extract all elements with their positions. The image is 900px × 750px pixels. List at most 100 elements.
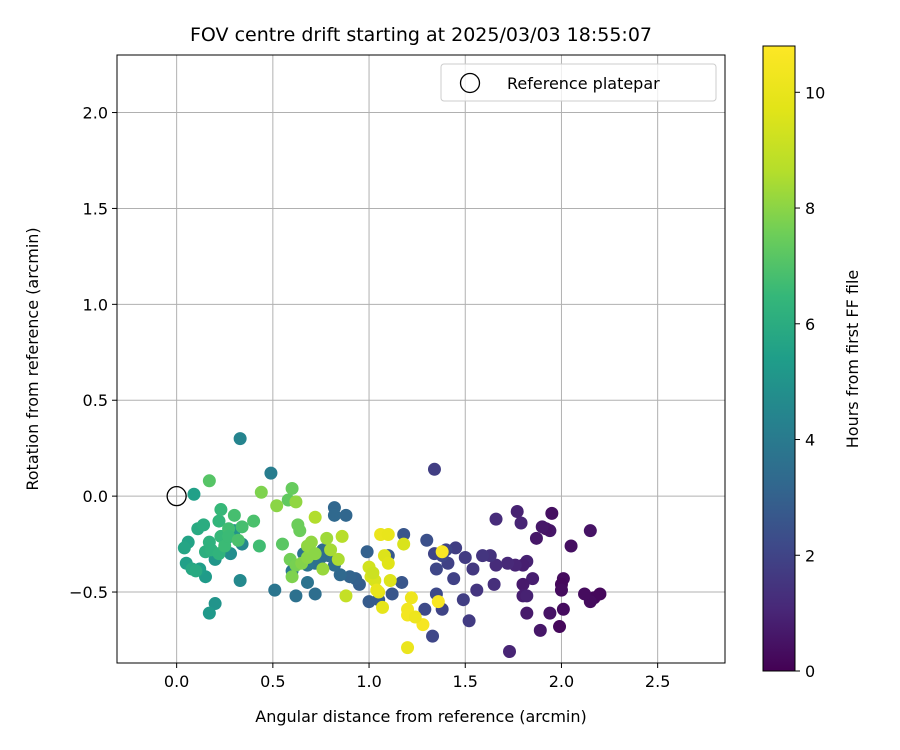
data-point (202, 474, 216, 488)
data-point (533, 623, 547, 637)
data-point (456, 593, 470, 607)
colorbar-tick-label: 10 (805, 83, 825, 102)
data-point (197, 518, 211, 532)
data-point (289, 589, 303, 603)
colorbar-gradient (762, 45, 796, 672)
colorbar: 0 2 4 6 8 10 Hours from first FF file (762, 45, 862, 681)
data-point (316, 562, 330, 576)
data-point (501, 556, 515, 570)
x-tick-label: 2.0 (549, 672, 574, 691)
data-point (520, 606, 534, 620)
y-tick-label: 1.0 (83, 295, 108, 314)
data-point (554, 583, 568, 597)
data-point (360, 545, 374, 559)
y-axis-ticks: −0.5 0.0 0.5 1.0 1.5 2.0 (69, 104, 117, 602)
data-point (435, 545, 449, 559)
data-point (202, 606, 216, 620)
y-tick-label: −0.5 (69, 583, 108, 602)
data-point (487, 577, 501, 591)
data-point (543, 606, 557, 620)
data-point (376, 600, 390, 614)
y-tick-label: 1.5 (83, 199, 108, 218)
data-point (556, 602, 570, 616)
data-point (275, 537, 289, 551)
data-point (529, 531, 543, 545)
data-point (227, 508, 241, 522)
data-point (401, 641, 415, 655)
colorbar-tick-label: 6 (805, 315, 815, 334)
data-point (462, 614, 476, 628)
y-axis-title: Rotation from reference (arcmin) (23, 227, 42, 490)
x-tick-label: 0.5 (260, 672, 285, 691)
data-point (466, 562, 480, 576)
colorbar-tick-label: 0 (805, 662, 815, 681)
data-point (578, 587, 592, 601)
data-point (264, 466, 278, 480)
data-point (343, 570, 357, 584)
data-point (270, 499, 284, 513)
data-point (381, 527, 395, 541)
data-point (458, 551, 472, 565)
data-point (520, 589, 534, 603)
data-point (564, 539, 578, 553)
y-tick-label: 0.5 (83, 391, 108, 410)
data-point (289, 495, 303, 509)
data-point (252, 539, 266, 553)
data-point (503, 644, 517, 658)
x-tick-label: 0.0 (164, 672, 189, 691)
data-point (429, 562, 443, 576)
data-point (177, 541, 191, 555)
data-point (545, 506, 559, 520)
data-point (189, 564, 203, 578)
y-tick-label: 2.0 (83, 104, 108, 123)
data-point (397, 527, 411, 541)
data-point (308, 547, 322, 561)
data-point (553, 620, 567, 634)
x-tick-label: 2.5 (645, 672, 670, 691)
colorbar-tick-label: 4 (805, 431, 815, 450)
data-point (339, 508, 353, 522)
data-point (449, 541, 463, 555)
data-point (331, 552, 345, 566)
colorbar-tick-label: 2 (805, 546, 815, 565)
data-point (231, 533, 245, 547)
data-point (339, 589, 353, 603)
data-point (324, 543, 338, 557)
data-point (308, 510, 322, 524)
data-point (333, 568, 347, 582)
reference-platepar-marker (166, 485, 187, 507)
data-point (300, 575, 314, 589)
x-axis-ticks: 0.0 0.5 1.0 1.5 2.0 2.5 (164, 663, 670, 691)
data-point (370, 583, 384, 597)
data-point (420, 533, 434, 547)
data-point (526, 572, 540, 586)
grid-lines (117, 55, 725, 663)
data-point (489, 558, 503, 572)
x-tick-label: 1.5 (453, 672, 478, 691)
legend-marker-open-circle (459, 72, 481, 94)
data-point (516, 577, 530, 591)
plot-area-frame (116, 54, 726, 664)
scatter-points (166, 432, 607, 658)
data-point (397, 537, 411, 551)
colorbar-label: Hours from first FF file (843, 270, 862, 449)
chart-title: FOV centre drift starting at 2025/03/03 … (190, 24, 652, 46)
data-point (235, 520, 249, 534)
data-point (320, 531, 334, 545)
data-point (335, 529, 349, 543)
colorbar-tick-label: 8 (805, 199, 815, 218)
data-point (247, 514, 261, 528)
data-point (327, 508, 341, 522)
data-point (535, 520, 549, 534)
data-point (408, 610, 422, 624)
data-point (426, 629, 440, 643)
data-point (214, 503, 228, 517)
data-point (285, 481, 299, 495)
data-point (418, 602, 432, 616)
legend-frame (440, 63, 717, 102)
data-point (583, 524, 597, 538)
data-point (212, 514, 226, 528)
data-point (476, 549, 490, 563)
data-point (385, 587, 399, 601)
data-point (395, 575, 409, 589)
